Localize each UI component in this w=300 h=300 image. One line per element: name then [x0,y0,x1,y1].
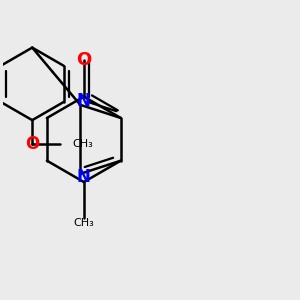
Text: CH₃: CH₃ [74,218,94,228]
Text: N: N [77,92,91,110]
Text: N: N [77,168,91,186]
Text: CH₃: CH₃ [73,139,94,148]
Text: O: O [25,135,39,153]
Text: O: O [76,51,92,69]
